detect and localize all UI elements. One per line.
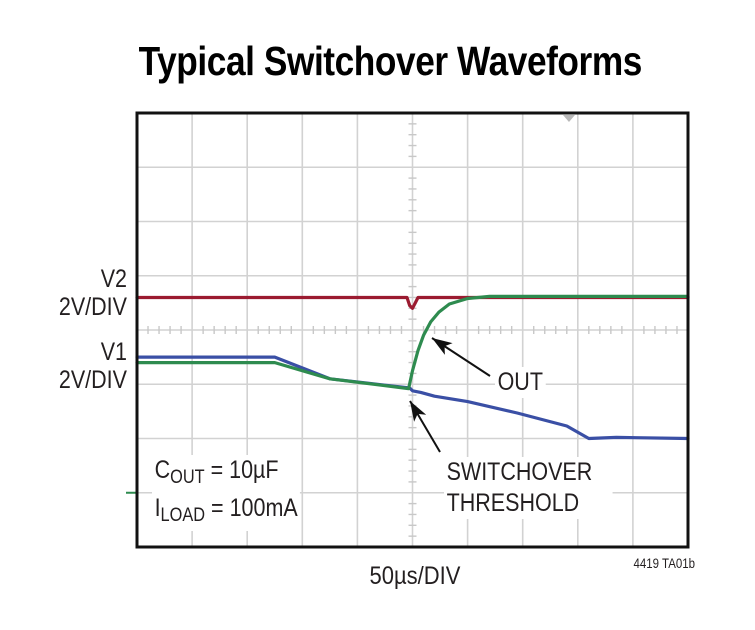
- conditions-annotation: COUT = 10µF ILOAD = 100mA: [152, 455, 301, 531]
- out-annotation: OUT: [495, 367, 546, 398]
- v1-name: V1: [100, 338, 127, 366]
- trigger-marker-icon: [562, 115, 575, 122]
- minor-ticks: [147, 123, 678, 537]
- cout-condition: COUT = 10µF: [154, 456, 279, 488]
- v1-scale: 2V/DIV: [58, 366, 127, 394]
- x-axis-label: 50µs/DIV: [369, 562, 461, 590]
- v2-scale: 2V/DIV: [58, 293, 127, 321]
- out-trace: [135, 294, 690, 391]
- v2-trace: [135, 295, 690, 310]
- iload-condition: ILOAD = 100mA: [154, 494, 298, 526]
- v1-channel-label: V1 2V/DIV: [24, 338, 127, 394]
- chart-title: Typical Switchover Waveforms: [138, 38, 643, 84]
- traces: [135, 294, 690, 441]
- v2-channel-label: V2 2V/DIV: [24, 265, 127, 321]
- plot-frame: [135, 111, 690, 549]
- v2-name: V2: [100, 265, 127, 293]
- annotation-arrows: [409, 337, 491, 453]
- switchover-threshold-annotation: SWITCHOVER THRESHOLD: [444, 457, 613, 519]
- figure-id: 4419 TA01b: [633, 556, 695, 571]
